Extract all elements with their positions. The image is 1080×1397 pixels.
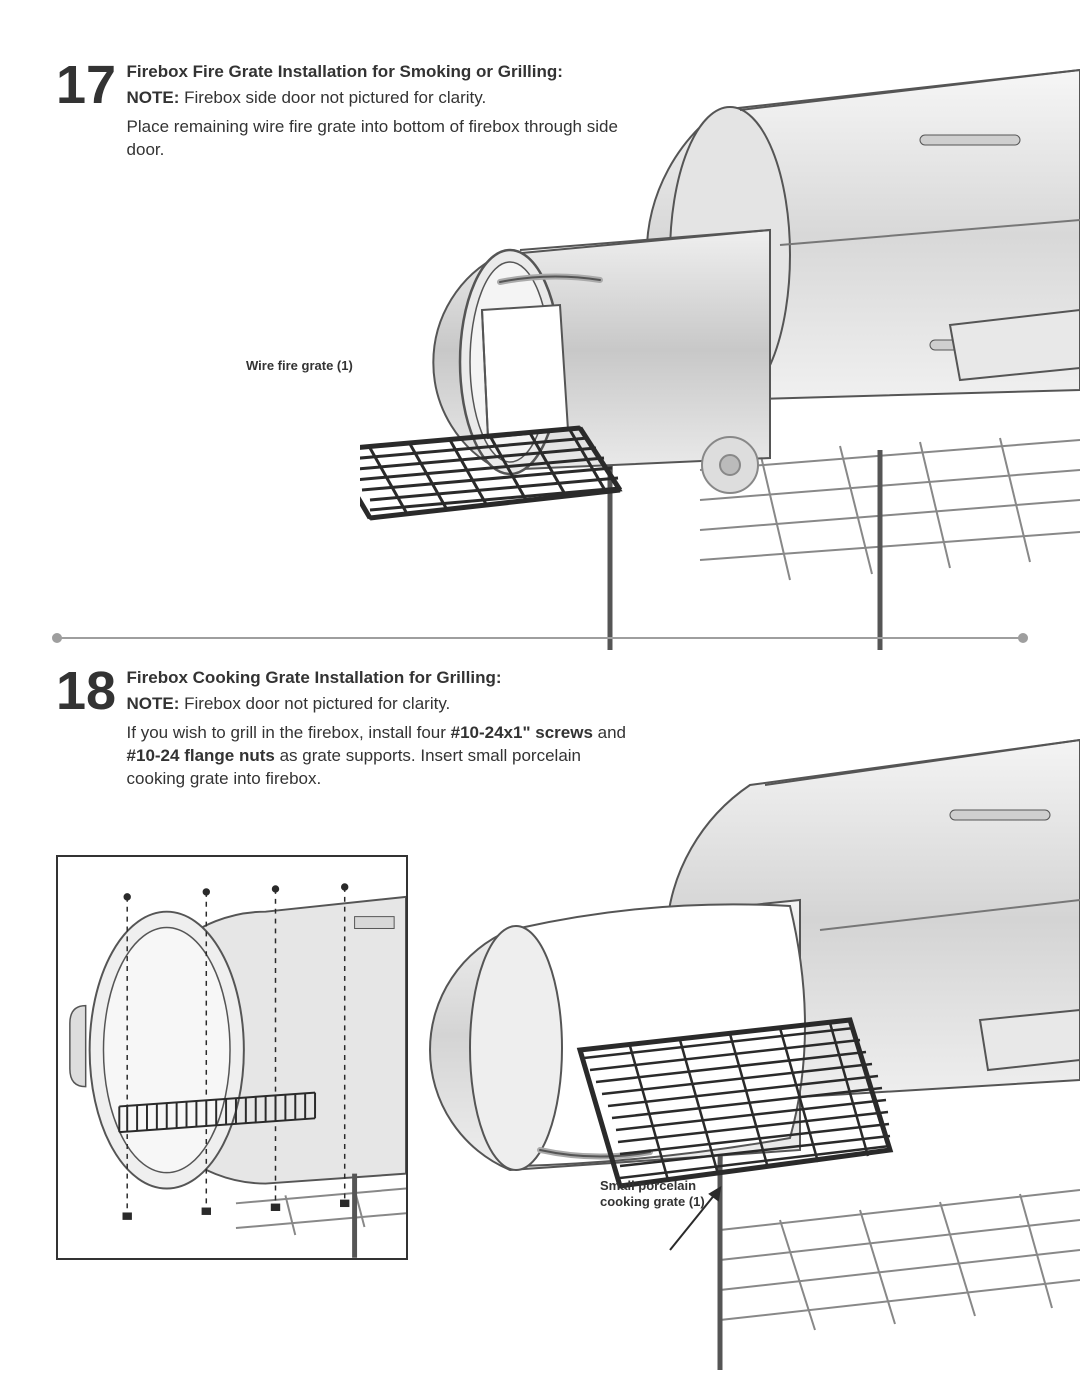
step-18-number: 18 — [56, 664, 116, 718]
note-label: NOTE: — [127, 694, 180, 713]
step-17-number: 17 — [56, 58, 116, 112]
step-18-title: Firebox Cooking Grate Installation for G… — [127, 668, 627, 688]
callout-cooking-grate: Small porcelain cooking grate (1) — [600, 1178, 730, 1211]
note-text: Firebox door not pictured for clarity. — [179, 694, 450, 713]
section-divider — [56, 637, 1024, 639]
desc-bold: #10-24 flange nuts — [127, 746, 275, 765]
illustration-step-18 — [420, 730, 1080, 1370]
note-label: NOTE: — [127, 88, 180, 107]
illustration-step-17 — [360, 50, 1080, 650]
callout-wire-fire-grate: Wire fire grate (1) — [246, 358, 353, 374]
step-18-note: NOTE: Firebox door not pictured for clar… — [127, 694, 627, 714]
illustration-step-18-inset — [56, 855, 408, 1260]
desc-part: If you wish to grill in the firebox, ins… — [127, 723, 451, 742]
